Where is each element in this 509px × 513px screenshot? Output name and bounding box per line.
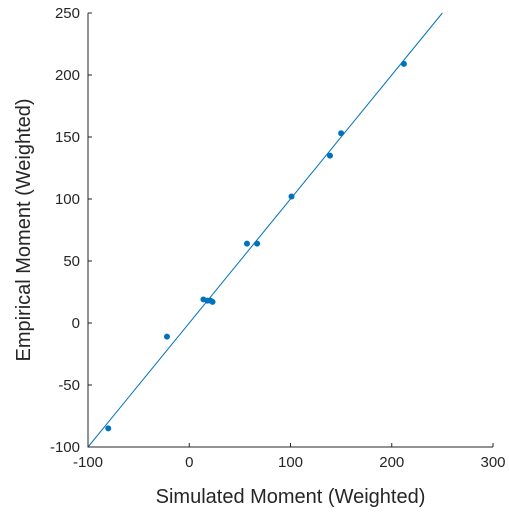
x-axis-title: Simulated Moment (Weighted) bbox=[156, 486, 426, 508]
data-point bbox=[288, 193, 295, 200]
data-point bbox=[243, 240, 250, 247]
data-point bbox=[209, 298, 216, 305]
y-tick-label: -50 bbox=[58, 377, 80, 394]
data-point bbox=[400, 60, 407, 67]
y-tick-label: 50 bbox=[63, 253, 80, 270]
y-tick-label: 200 bbox=[55, 67, 80, 84]
x-tick-label: 100 bbox=[278, 454, 303, 471]
y-axis-ticks: -100 -50 0 50 100 150 200 250 bbox=[50, 5, 92, 456]
y-axis-title: Empirical Moment (Weighted) bbox=[13, 98, 35, 361]
x-tick-label: 200 bbox=[379, 454, 404, 471]
plot-area bbox=[87, 12, 493, 448]
y-tick-label: 250 bbox=[55, 5, 80, 22]
y-tick-label: 100 bbox=[55, 191, 80, 208]
x-tick-label: 300 bbox=[480, 454, 505, 471]
y-tick-label: 150 bbox=[55, 129, 80, 146]
y-tick-label: 0 bbox=[72, 315, 80, 332]
scatter-points bbox=[105, 60, 407, 432]
x-tick-label: 0 bbox=[185, 454, 193, 471]
data-point bbox=[105, 425, 112, 432]
axes-box bbox=[87, 13, 493, 448]
reference-line-group bbox=[87, 12, 443, 448]
data-point bbox=[326, 152, 333, 159]
reference-line bbox=[87, 12, 443, 448]
x-tick-label: -100 bbox=[73, 454, 103, 471]
data-point bbox=[163, 333, 170, 340]
data-point bbox=[338, 130, 345, 137]
x-axis-ticks: -100 0 100 200 300 bbox=[73, 443, 506, 471]
y-tick-label: -100 bbox=[50, 439, 80, 456]
data-point bbox=[254, 240, 261, 247]
